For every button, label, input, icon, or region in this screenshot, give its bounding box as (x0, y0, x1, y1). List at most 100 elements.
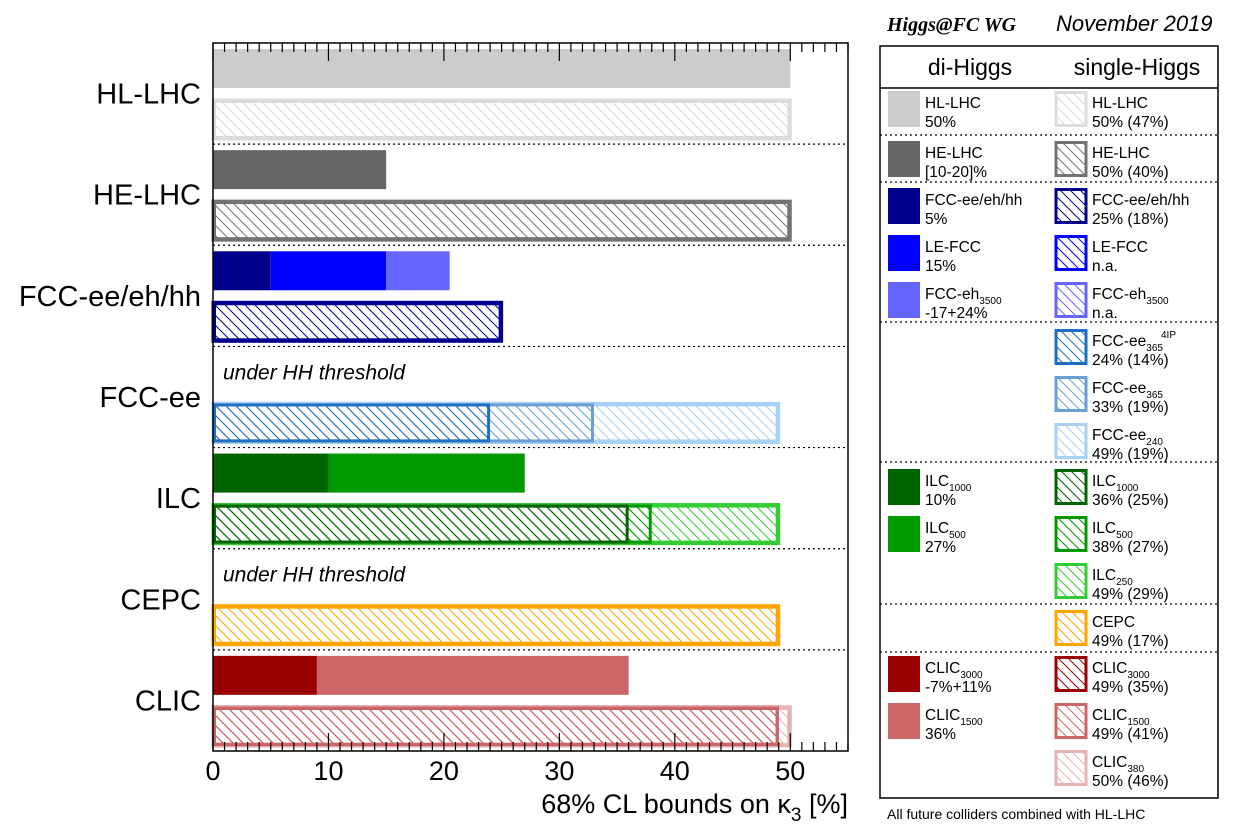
legend-entry-name: CLIC3000 (925, 660, 983, 681)
legend-entry-name: FCC-eh3500 (925, 286, 1002, 307)
legend-entry-name: ILC1000 (925, 473, 972, 494)
legend-swatch-hatched (1054, 235, 1088, 271)
plot-area: HL-LHC HE-LHC FCC-ee/eh/hh FCC-ee ILC CEPC CLI… (19, 42, 849, 826)
bar-segment (213, 605, 779, 645)
header-group-label: Higgs@FC WG (886, 14, 1017, 36)
annotation-label: under HH threshold (223, 564, 406, 587)
legend-entry-value: 50% (40%) (1092, 164, 1169, 181)
bar-segment (270, 251, 387, 291)
legend-entry-value: 38% (27%) (1092, 539, 1169, 556)
legend-entry-value: 36% (925, 726, 956, 743)
bar-segment (213, 302, 502, 342)
legend-swatch-hatched (1054, 329, 1088, 365)
bar-segment (213, 453, 329, 493)
legend-swatch-hatched (1054, 610, 1088, 646)
legend-entry-name: HE-LHC (1092, 145, 1150, 162)
category-label: HL-LHC (96, 79, 201, 111)
legend-entry-value: -7%+11% (925, 679, 992, 696)
legend-swatch-hatched (1054, 141, 1088, 177)
legend-swatch-hatched (1054, 563, 1088, 599)
legend-entry-name: LE-FCC (1092, 239, 1148, 256)
legend-swatch-solid (888, 235, 920, 271)
legend-entry-name: LE-FCC (925, 239, 981, 256)
legend-swatch-hatched (1054, 703, 1088, 739)
legend-entry-value: 50% (925, 114, 956, 131)
legend-entry-name: ILC500 (1092, 520, 1133, 541)
legend-entry-value: 27% (925, 539, 956, 556)
legend-swatch-hatched (1054, 91, 1088, 127)
legend-entry-name: FCC-ee/eh/hh (1092, 192, 1189, 209)
legend-col-di-header: di-Higgs (928, 54, 1012, 80)
legend-entry-value: 5% (925, 211, 948, 228)
category-label: FCC-ee/eh/hh (19, 281, 201, 313)
bar-segment (213, 100, 791, 139)
legend-swatch-solid (888, 188, 920, 224)
legend-swatch-hatched (1054, 516, 1088, 552)
legend-entry-name: CLIC1500 (1092, 707, 1150, 728)
bar-segment (213, 403, 491, 443)
legend-entry-name: ILC250 (1092, 567, 1133, 588)
legend-entry-value: n.a. (1092, 258, 1118, 275)
legend-entry-value: [10-20]% (925, 164, 987, 181)
legend-frame (879, 45, 1219, 799)
legend-entry-value: 49% (19%) (1092, 446, 1169, 463)
x-tick-label: 50 (775, 756, 805, 786)
bar-segment (213, 150, 387, 190)
legend-entry-value: n.a. (1092, 305, 1118, 322)
legend-entry-value: 33% (19%) (1092, 399, 1169, 416)
plot-frame (212, 42, 849, 752)
legend-swatch-solid (888, 469, 920, 505)
legend-entry-name: CLIC3000 (1092, 660, 1150, 681)
category-label: HE-LHC (93, 180, 201, 212)
legend-entry-name: FCC-eh3500 (1092, 286, 1169, 307)
x-tick-label: 10 (313, 756, 343, 786)
bar-segment (213, 655, 317, 695)
x-tick-label: 20 (429, 756, 459, 786)
legend-swatch-hatched (1054, 469, 1088, 505)
bar-segment (213, 201, 791, 241)
legend-col-single-header: single-Higgs (1074, 54, 1201, 80)
legend-swatch-hatched (1054, 376, 1088, 412)
legend-entry-name: FCC-ee365 (1092, 380, 1163, 401)
legend-swatch-hatched (1054, 750, 1088, 786)
legend-swatch-solid (888, 656, 920, 692)
category-label: CLIC (135, 685, 201, 717)
x-tick-label: 40 (660, 756, 690, 786)
bar-segment (328, 453, 525, 493)
legend: di-Higgs single-Higgs HL-LHC 50% HE-LHC [10-2… (879, 45, 1219, 799)
legend-entry-name: CEPC (1092, 614, 1135, 631)
legend-entry-value: 15% (925, 258, 956, 275)
legend-entry-value: 25% (18%) (1092, 211, 1169, 228)
bar-segment (386, 251, 450, 291)
legend-swatch-hatched (1054, 423, 1088, 459)
legend-entry-name: ILC1000 (1092, 473, 1139, 494)
legend-entry-name: CLIC380 (1092, 754, 1144, 775)
legend-entry-name: FCC-ee240 (1092, 427, 1163, 448)
x-tick-label: 30 (544, 756, 574, 786)
legend-swatch-hatched (1054, 282, 1088, 318)
legend-entry-value: 49% (41%) (1092, 726, 1169, 743)
legend-entry-value: 49% (35%) (1092, 679, 1169, 696)
legend-entry-name: ILC500 (925, 520, 966, 541)
legend-swatch-solid (888, 703, 920, 739)
legend-swatch-solid (888, 282, 920, 318)
legend-entry-name: HE-LHC (925, 145, 983, 162)
legend-swatch-solid (888, 141, 920, 177)
category-label: CEPC (120, 584, 201, 616)
bar-segment (213, 49, 791, 88)
bar-segment (316, 655, 629, 695)
legend-entry-value: 24% (14%) (1092, 352, 1169, 369)
legend-entry-value: 36% (25%) (1092, 492, 1169, 509)
legend-swatch-solid (888, 516, 920, 552)
x-tick-label: 0 (205, 756, 220, 786)
legend-entry-value: 50% (47%) (1092, 114, 1169, 131)
legend-entry-name: HL-LHC (925, 95, 981, 112)
legend-swatch-hatched (1054, 656, 1088, 692)
legend-entry-value: 49% (29%) (1092, 586, 1169, 603)
legend-entry-superscript: 4IP (1161, 330, 1176, 341)
legend-entry-value: 49% (17%) (1092, 633, 1169, 650)
bar-segment (213, 251, 271, 291)
header-date-label: November 2019 (1056, 11, 1213, 36)
legend-entry-value: 10% (925, 492, 956, 509)
